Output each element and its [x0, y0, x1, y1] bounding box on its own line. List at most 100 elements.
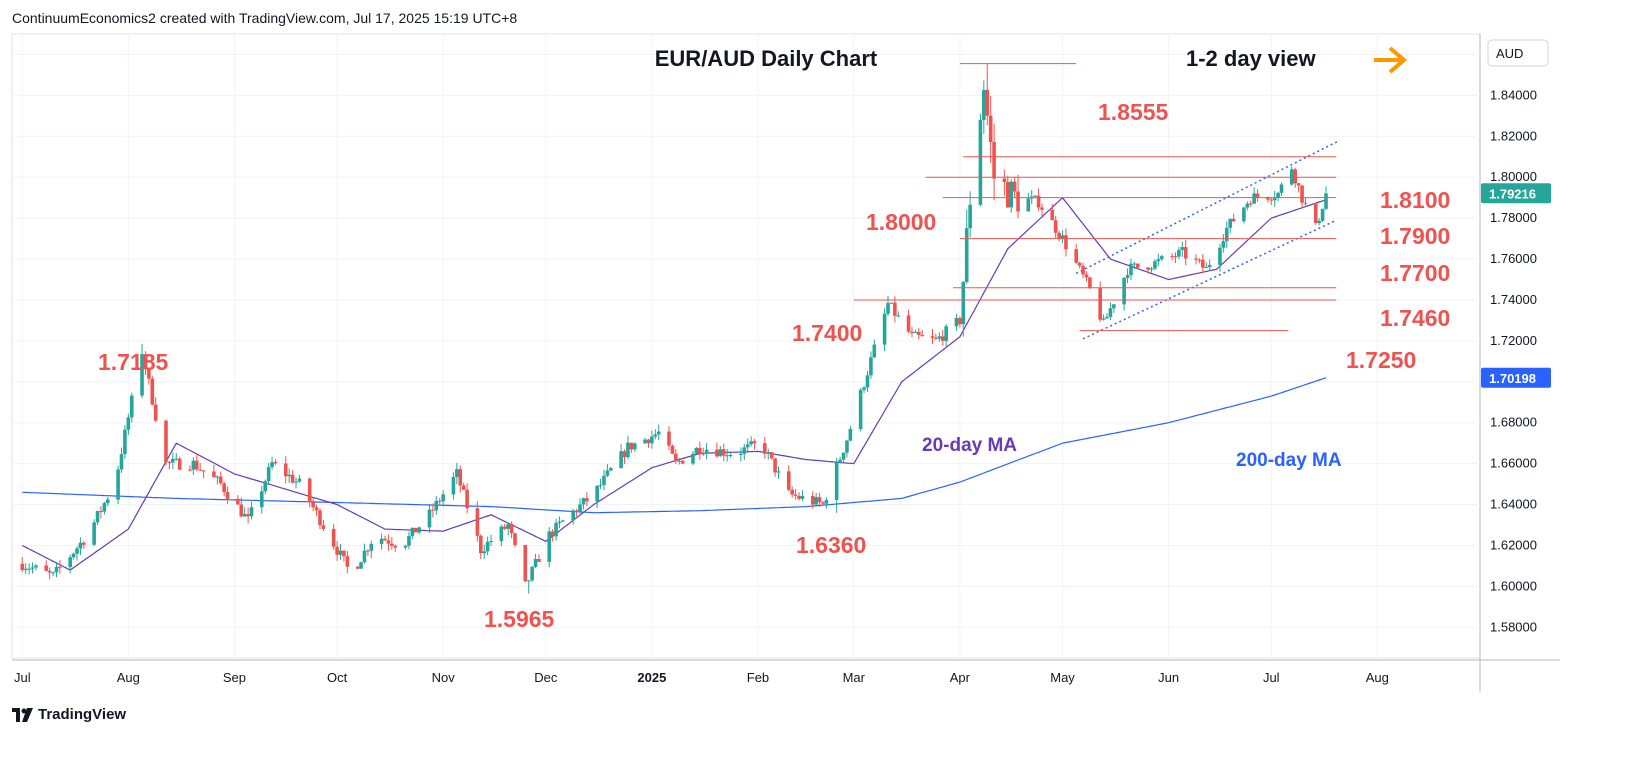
candle [581, 497, 586, 510]
candle [393, 544, 398, 552]
candle [554, 518, 558, 541]
candle [1088, 276, 1092, 290]
candle [338, 543, 343, 560]
candle-body [1009, 181, 1013, 208]
candle-body [1112, 304, 1116, 309]
candle-body [1105, 316, 1109, 319]
candle-body [362, 550, 367, 563]
candle [194, 454, 199, 472]
candle [345, 550, 350, 574]
candle [1053, 215, 1058, 239]
candle-body [383, 538, 387, 541]
candle [698, 441, 702, 460]
candle [359, 561, 363, 569]
candle [1204, 262, 1209, 268]
candle-body [143, 354, 148, 370]
y-tick-label: 1.60000 [1490, 578, 1537, 593]
candle-body [896, 315, 901, 317]
candle [143, 351, 148, 376]
candle-body [1132, 263, 1137, 265]
price-badge: 1.70198 [1481, 367, 1551, 388]
candle-body [1077, 262, 1082, 266]
candle-body [958, 317, 962, 325]
candle [1248, 200, 1253, 207]
level-label: 1.8555 [1098, 99, 1169, 125]
candle-body [1159, 256, 1164, 260]
candle-body [1005, 181, 1010, 208]
candle [595, 485, 599, 509]
candle-body [434, 500, 439, 511]
candle-body [561, 520, 565, 522]
candle [913, 329, 918, 334]
candle [704, 443, 709, 460]
candle [643, 437, 647, 444]
price-badge: 1.79216 [1481, 183, 1551, 204]
y-tick-label: 1.74000 [1490, 292, 1537, 307]
candle-body [838, 459, 842, 463]
candle [547, 527, 552, 568]
candle-body [845, 440, 849, 453]
candle-body [1228, 218, 1233, 228]
candle [1180, 241, 1185, 257]
candle-body [140, 354, 144, 396]
candle-body [153, 404, 158, 421]
x-tick-label: Dec [534, 670, 558, 685]
candle-body [1313, 203, 1318, 223]
candle [290, 470, 295, 484]
candle-body [571, 510, 575, 521]
candle [198, 462, 203, 472]
candle [164, 419, 168, 466]
candle [523, 544, 528, 583]
candle-body [68, 557, 72, 568]
candle [790, 486, 794, 498]
candle [1077, 261, 1082, 269]
candle-body [632, 443, 637, 450]
y-tick-label: 1.76000 [1490, 251, 1537, 266]
plot-frame [11, 33, 1481, 659]
candle [1197, 258, 1202, 264]
candle-body [694, 447, 699, 454]
candle-body [718, 449, 723, 457]
candle [44, 560, 49, 572]
candle-body [872, 344, 877, 358]
candle-body [934, 337, 938, 339]
candle [434, 495, 439, 515]
candle-body [554, 522, 558, 537]
candle [725, 448, 729, 462]
candle [985, 63, 990, 126]
candle [342, 550, 346, 562]
candle [1057, 230, 1061, 242]
candle [739, 447, 743, 462]
candle [814, 492, 818, 507]
candle-body [386, 540, 391, 544]
candle-body [605, 470, 610, 476]
y-tick-label: 1.64000 [1490, 497, 1537, 512]
candle [862, 385, 866, 394]
candle-body [988, 115, 993, 142]
candle-body [461, 485, 466, 490]
x-tick-label: Jun [1158, 670, 1179, 685]
candle [1320, 208, 1325, 223]
candle-body [437, 500, 442, 502]
candle-body [273, 462, 278, 464]
candle-body [1252, 193, 1256, 204]
candle [366, 549, 370, 556]
candle-body [609, 468, 613, 471]
candle-body [225, 492, 230, 499]
candle [218, 471, 223, 486]
candle [259, 485, 264, 514]
candle-body [212, 471, 216, 478]
candle [848, 425, 853, 442]
candle [34, 563, 38, 571]
candle-body [92, 522, 96, 545]
tradingview-footer[interactable]: TradingView [12, 706, 126, 723]
candle [571, 508, 575, 525]
candle-body [287, 474, 291, 477]
y-tick-label: 1.58000 [1490, 619, 1537, 634]
candle [578, 498, 582, 514]
candle-body [1146, 267, 1150, 270]
candle [1170, 253, 1174, 261]
candle [71, 552, 76, 560]
candle [1269, 197, 1274, 206]
